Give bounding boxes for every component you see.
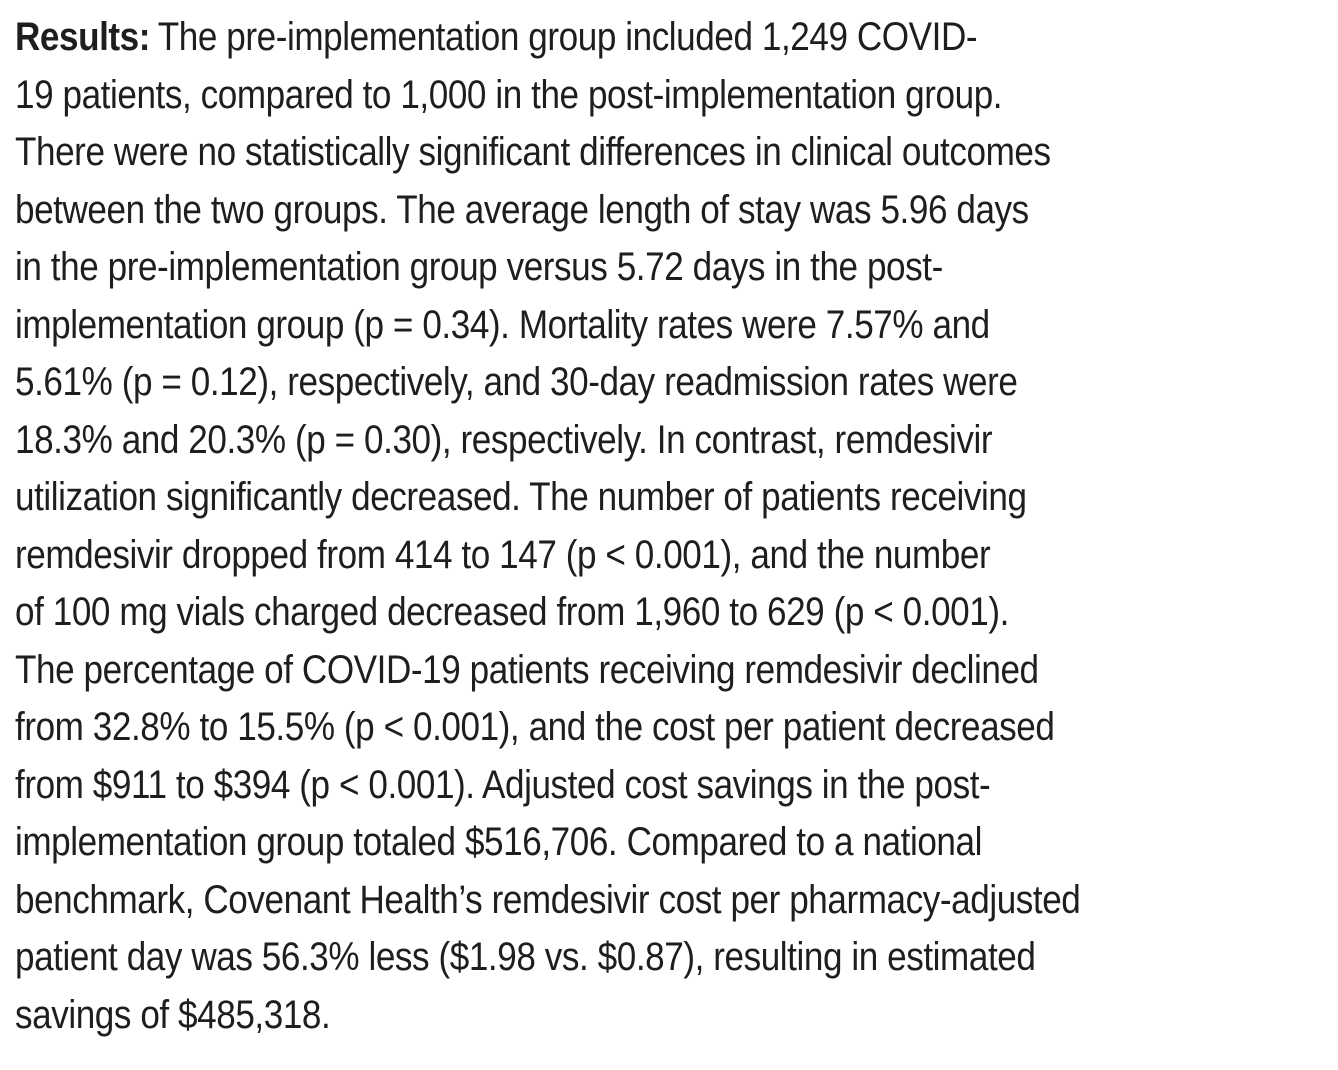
text-line: The percentage of COVID-19 patients rece…: [15, 647, 1039, 692]
results-section-label: Results:: [15, 15, 151, 59]
text-line: remdesivir dropped from 414 to 147 (p < …: [15, 532, 991, 577]
text-line: patient day was 56.3% less ($1.98 vs. $0…: [15, 935, 1036, 979]
text-line: implementation group (p = 0.34). Mortali…: [15, 302, 990, 347]
text-line: from $911 to $394 (p < 0.001). Adjusted …: [15, 762, 991, 807]
text-line: from 32.8% to 15.5% (p < 0.001), and the…: [15, 705, 1055, 749]
text-line: between the two groups. The average leng…: [15, 187, 1029, 232]
text-line: Results: The pre-implementation group inc…: [15, 9, 1338, 67]
text-line: 5.61% (p = 0.12), respectively, and 30-d…: [15, 360, 1018, 404]
text-line: There were no statistically significant …: [15, 130, 1051, 174]
text-line: implementation group totaled $516,706. C…: [15, 820, 982, 864]
text-line: in the pre-implementation group versus 5…: [15, 245, 943, 289]
text-line: 19 patients, compared to 1,000 in the po…: [15, 72, 1003, 117]
text-line: 18.3% and 20.3% (p = 0.30), respectively…: [15, 417, 993, 462]
text-line: benchmark, Covenant Health’s remdesivir …: [15, 877, 1081, 922]
text-line-content: The pre-implementation group included 1,…: [157, 15, 978, 59]
results-paragraph: Results: The pre-implementation group inc…: [15, 9, 1338, 1044]
text-line: utilization significantly decreased. The…: [15, 475, 1027, 519]
text-line: of 100 mg vials charged decreased from 1…: [15, 590, 1009, 634]
text-line: savings of $485,318.: [15, 992, 331, 1037]
